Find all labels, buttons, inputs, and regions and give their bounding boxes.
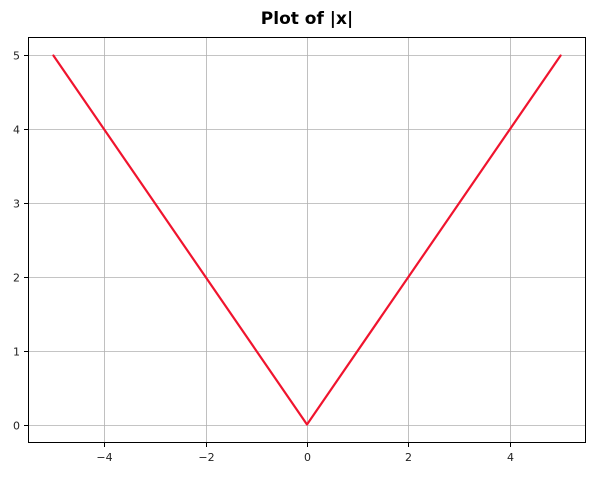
y-tick-label: 3 xyxy=(13,198,20,211)
plot-frame xyxy=(28,37,586,443)
x-tick-label: −2 xyxy=(198,451,214,464)
y-tick-label: 1 xyxy=(13,346,20,359)
x-tick-label: −4 xyxy=(96,451,112,464)
series-line xyxy=(52,54,562,426)
y-tick-label: 2 xyxy=(13,272,20,285)
y-tick-label: 4 xyxy=(13,124,20,137)
chart-title: Plot of |x| xyxy=(260,9,354,29)
y-tick-label: 0 xyxy=(13,420,20,433)
y-tick-label: 5 xyxy=(13,50,20,63)
x-tick-label: 0 xyxy=(304,451,311,464)
x-tick-label: 4 xyxy=(507,451,514,464)
tick-layer: −4 −2 0 2 4 0 1 2 3 4 5 xyxy=(13,50,514,465)
series-layer xyxy=(52,54,562,426)
grid-lines xyxy=(28,37,586,443)
x-tick-label: 2 xyxy=(405,451,412,464)
